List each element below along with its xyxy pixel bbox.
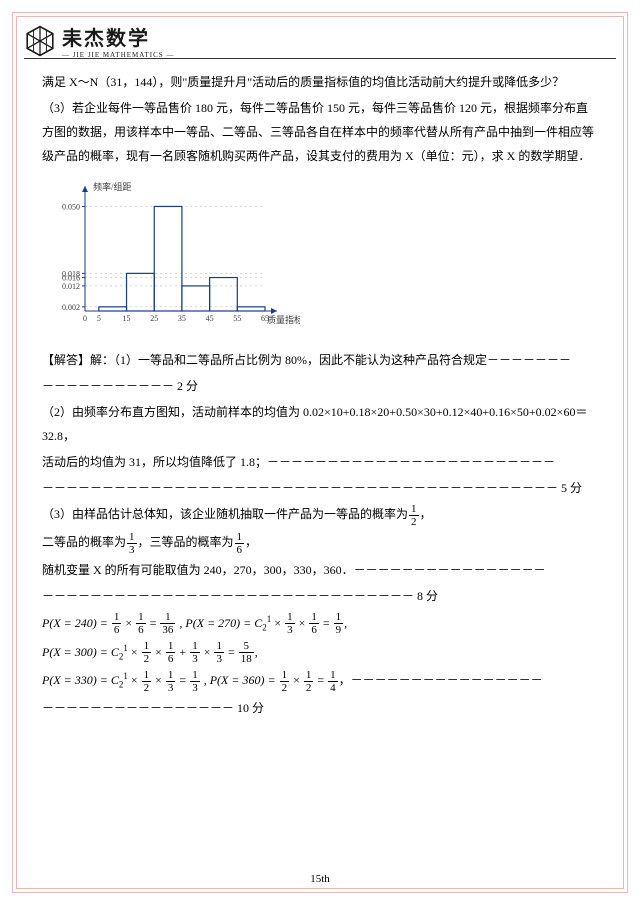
histogram-chart: 频率/组距质量指标值0.0020.0120.0160.0180.05005152… [40, 176, 300, 336]
ans-3d: －－－－－－－－－－－－－－－－－－－－－－－－－－－－－－－ 8 分 [42, 584, 598, 608]
page-number: 15th [0, 873, 640, 885]
header-divider [24, 58, 616, 59]
ans-2c: －－－－－－－－－－－－－－－－－－－－－－－－－－－－－－－－－－－－－－－－… [42, 476, 598, 500]
eq-dash: ，－－－－－－－－－－－－－－－－ [339, 673, 543, 687]
ans-3b-pre: 二等品的概率为 [42, 535, 126, 549]
eq-p240: P(X = 240) = [42, 616, 111, 630]
svg-text:0.012: 0.012 [62, 282, 80, 291]
ans-3a-post: ， [420, 507, 432, 521]
svg-text:频率/组距: 频率/组距 [93, 181, 132, 192]
ans-3b: 二等品的概率为13，三等品的概率为16， [42, 530, 598, 556]
ans-3a: （3）由样品估计总体知，该企业随机抽取一件产品为一等品的概率为12， [42, 502, 598, 528]
ans-3b-post: ， [245, 535, 257, 549]
frac-half: 12 [408, 503, 420, 528]
svg-text:25: 25 [150, 314, 158, 323]
ans-1a: 【解答】解：（1）一等品和二等品所占比例为 80%，因此不能认为这种产品符合规定… [42, 348, 598, 372]
eq-300: P(X = 300) = C21 × 12 × 16 + 13 × 13 = 5… [42, 639, 598, 666]
svg-text:15: 15 [123, 314, 131, 323]
logo-icon [24, 25, 56, 57]
eq-p270: , P(X = 270) = C [176, 616, 262, 630]
eq-240-270: P(X = 240) = 16 × 16 = 136 , P(X = 270) … [42, 610, 598, 637]
content: 满足 X～N（31，144），则"质量提升月"活动后的质量指标值的均值比活动前大… [42, 70, 598, 865]
header: 耒杰数学 — JIE JIE MATHEMATICS — [24, 22, 174, 59]
ans-2a: （2）由频率分布直方图知，活动前样本的均值为 0.02×10+0.18×20+0… [42, 400, 598, 448]
svg-text:65: 65 [261, 314, 269, 323]
eq-330-360: P(X = 330) = C21 × 12 × 13 = 13 , P(X = … [42, 667, 598, 694]
ans-3-10: －－－－－－－－－－－－－－－－ 10 分 [42, 696, 598, 720]
para-2: （3）若企业每件一等品售价 180 元，每件二等品售价 150 元，每件三等品售… [42, 96, 598, 168]
eq-p300: P(X = 300) = C [42, 645, 119, 659]
svg-text:0.018: 0.018 [62, 269, 80, 278]
ans-2b: 活动后的均值为 31，所以均值降低了 1.8；－－－－－－－－－－－－－－－－－… [42, 450, 598, 474]
svg-text:55: 55 [233, 314, 241, 323]
ans-1b: －－－－－－－－－－－ 2 分 [42, 374, 598, 398]
eq-p330: P(X = 330) = C [42, 673, 119, 687]
frac-third: 13 [126, 531, 138, 556]
ans-3c: 随机变量 X 的所有可能取值为 240，270，300，330，360．－－－－… [42, 558, 598, 582]
svg-text:0.002: 0.002 [62, 303, 80, 312]
svg-text:质量指标值: 质量指标值 [267, 314, 300, 325]
frac-sixth: 16 [234, 531, 246, 556]
logo-title: 耒杰数学 [62, 22, 174, 51]
svg-text:45: 45 [206, 314, 214, 323]
eq-p360: , P(X = 360) = [201, 673, 279, 687]
svg-text:35: 35 [178, 314, 186, 323]
para-1: 满足 X～N（31，144），则"质量提升月"活动后的质量指标值的均值比活动前大… [42, 70, 598, 94]
svg-text:0: 0 [83, 314, 87, 323]
ans-3b-mid: ，三等品的概率为 [138, 535, 234, 549]
svg-text:0.050: 0.050 [62, 202, 80, 211]
ans-3a-pre: （3）由样品估计总体知，该企业随机抽取一件产品为一等品的概率为 [42, 507, 408, 521]
svg-text:5: 5 [97, 314, 101, 323]
